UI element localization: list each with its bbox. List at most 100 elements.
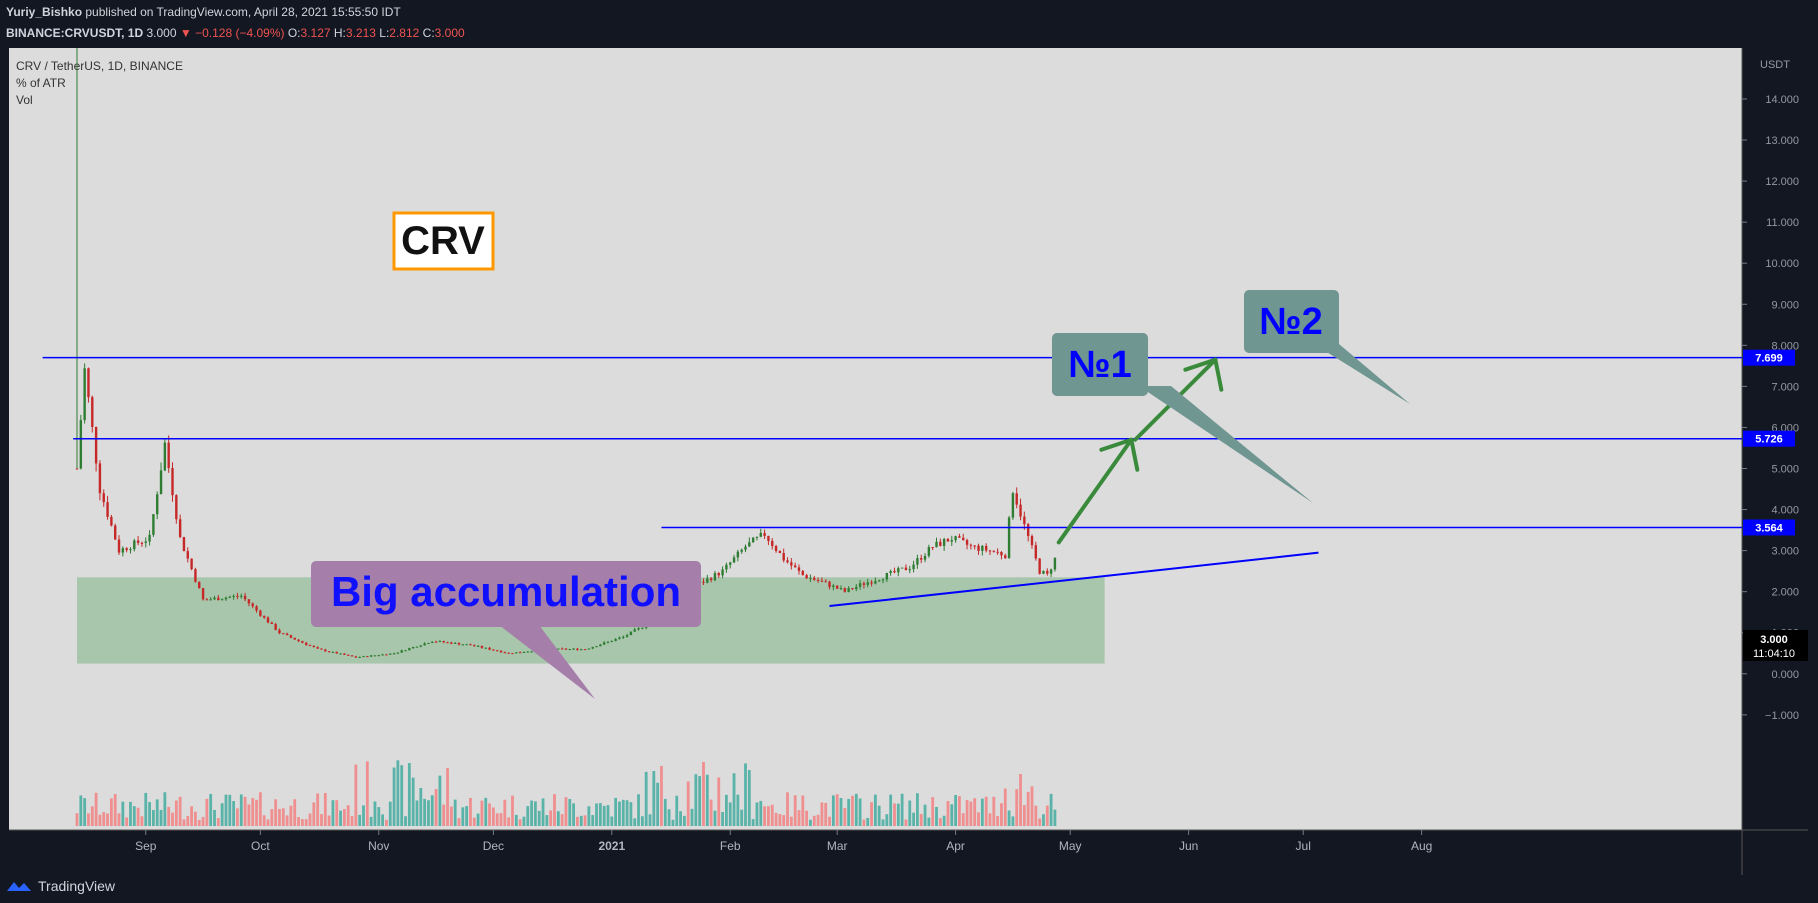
candle-body <box>79 420 83 469</box>
candle-body <box>377 655 380 657</box>
volume-bar <box>660 765 663 826</box>
volume-bar <box>916 793 919 826</box>
candlestick-series <box>75 48 1057 659</box>
price-tick-label: 7.000 <box>1771 381 1799 393</box>
candle-body <box>262 615 266 618</box>
title-box-text: CRV <box>401 219 485 263</box>
volume-bar <box>950 804 954 826</box>
accumulation-callout[interactable] <box>311 561 701 627</box>
candle-body <box>973 545 976 547</box>
volume-bar <box>1053 809 1057 826</box>
candle-body <box>1030 536 1034 546</box>
level-price-tag-label: 3.564 <box>1755 522 1783 534</box>
candle-body <box>140 542 144 544</box>
volume-bar <box>453 799 457 826</box>
title-box[interactable] <box>392 211 495 271</box>
volume-bar <box>805 810 809 826</box>
volume-bar <box>511 795 514 826</box>
candle-body <box>308 644 312 646</box>
target2-callout[interactable] <box>1244 290 1339 353</box>
candle-body <box>763 532 766 536</box>
volume-bar <box>812 815 816 826</box>
volume-bar <box>652 771 656 826</box>
volume-bar <box>163 792 167 826</box>
volume-bar <box>281 808 285 826</box>
volume-bar <box>411 777 415 826</box>
volume-bar <box>1015 789 1019 826</box>
candle-body <box>1011 493 1015 518</box>
candle-body <box>748 542 751 547</box>
candle-body <box>415 646 419 648</box>
candle-body <box>809 577 812 579</box>
volume-bar <box>828 816 831 826</box>
chart-area[interactable]: CRV Big accumulation №1 №2 CRV / TetherU… <box>9 48 1808 875</box>
candle-body <box>446 642 449 644</box>
volume-bar <box>946 800 950 826</box>
candle-body <box>996 551 999 553</box>
volume-bar <box>274 799 278 826</box>
volume-bar <box>980 798 984 826</box>
candle-body <box>583 649 587 651</box>
volume-bar <box>132 806 136 826</box>
volume-bar <box>877 805 881 826</box>
price-change: −0.128 (−4.09%) <box>195 26 285 40</box>
volume-bar <box>598 803 602 826</box>
candle-body <box>897 568 900 573</box>
target1-callout[interactable] <box>1052 333 1148 396</box>
candle-body <box>75 468 79 470</box>
volume-bar <box>449 806 453 826</box>
candle-body <box>492 649 495 651</box>
volume-bar <box>323 792 327 826</box>
candle-body <box>320 648 323 650</box>
volume-bar <box>209 793 213 826</box>
volume-bar <box>427 800 430 826</box>
candle-body <box>1049 569 1053 574</box>
candle-body <box>114 525 117 540</box>
candle-body <box>209 599 212 601</box>
candle-body <box>855 586 858 590</box>
volume-bar <box>854 793 858 826</box>
volume-bar <box>732 773 736 826</box>
candle-body <box>339 653 342 655</box>
support-trendline[interactable] <box>829 551 1319 608</box>
volume-bar <box>155 799 159 826</box>
candle-body <box>988 550 992 552</box>
volume-bar <box>316 793 320 826</box>
volume-bar <box>705 774 709 826</box>
volume-bar <box>404 816 407 826</box>
volume-bar <box>621 799 625 826</box>
candle-body <box>220 599 224 601</box>
author-name[interactable]: Yuriy_Bishko <box>6 5 83 19</box>
volume-bar <box>350 816 354 826</box>
volume-bar <box>801 795 805 826</box>
volume-bar <box>587 806 591 826</box>
candle-body <box>751 537 755 543</box>
candle-body <box>94 426 98 464</box>
price-tick-label: 2.000 <box>1771 587 1799 599</box>
volume-bar <box>190 806 193 826</box>
last-price: 3.000 <box>146 26 177 40</box>
volume-bar <box>488 803 491 826</box>
volume-bar <box>514 814 518 826</box>
candle-body <box>1053 557 1057 570</box>
volume-bar <box>686 781 690 826</box>
volume-bar <box>958 796 961 826</box>
price-chart[interactable]: CRV Big accumulation №1 №2 CRV / TetherU… <box>9 48 1808 875</box>
candle-body <box>832 585 835 588</box>
brand-name[interactable]: TradingView <box>38 878 116 894</box>
time-axis[interactable]: Sep Oct Nov Dec 2021 Feb Mar Apr May Jun Jul Aug <box>135 830 1432 853</box>
price-axis[interactable]: 14.000 13.000 12.000 11.000 10.000 9.000 8.000… <box>1742 94 1799 722</box>
volume-bar <box>896 803 900 826</box>
candle-body <box>629 631 633 636</box>
candle-body <box>771 540 774 547</box>
candle-body <box>782 553 785 561</box>
candle-body <box>331 651 335 653</box>
ohlc-header: BINANCE:CRVUSDT, 1D 3.000 ▼ −0.128 (−4.0… <box>6 26 465 40</box>
volume-bar <box>759 800 763 826</box>
volume-bar <box>637 794 640 826</box>
candle-body <box>881 579 885 581</box>
candle-body <box>518 652 522 654</box>
publish-text: published on TradingView.com, April 28, … <box>85 5 401 19</box>
time-tick-label: Dec <box>483 839 504 853</box>
time-tick-label: Mar <box>827 839 848 853</box>
